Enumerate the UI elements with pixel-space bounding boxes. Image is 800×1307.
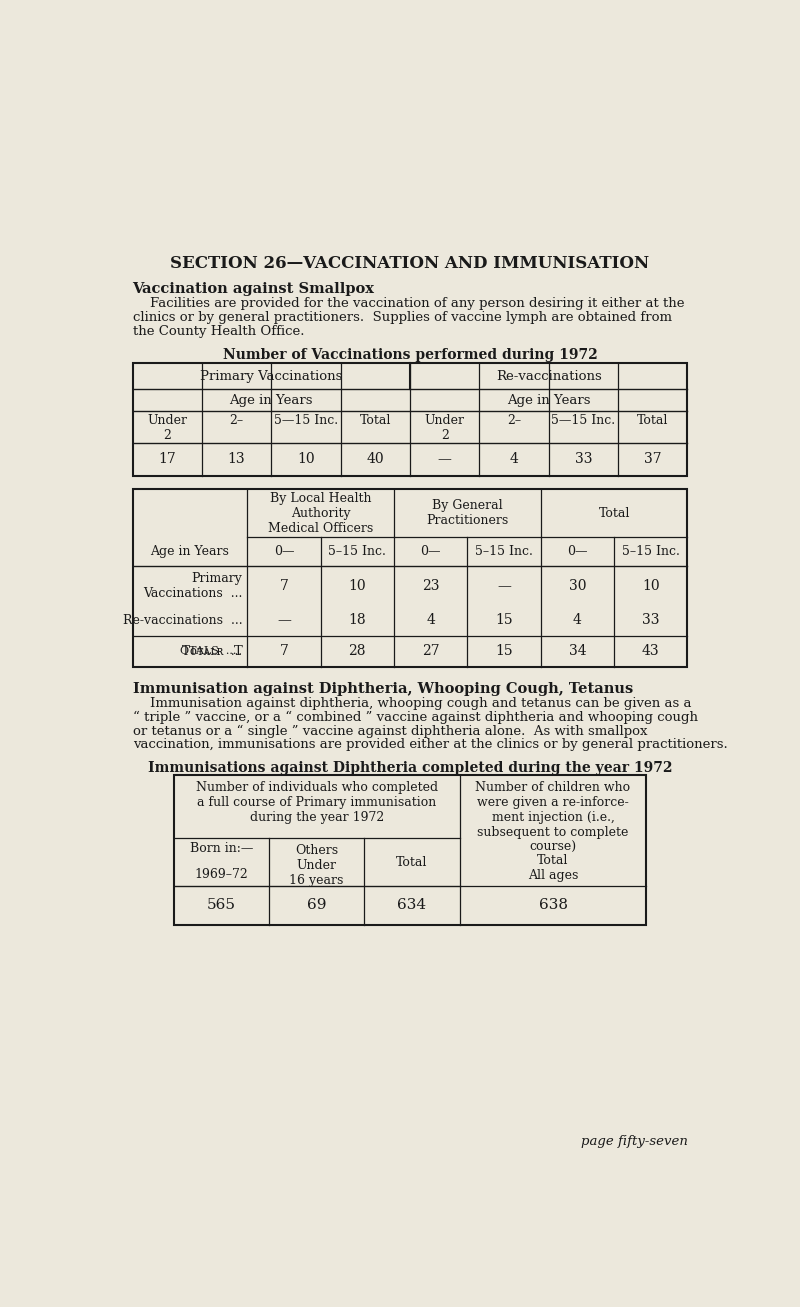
Text: 28: 28	[349, 644, 366, 659]
Bar	[133, 490, 687, 667]
Text: Total: Total	[637, 414, 669, 427]
Text: 4: 4	[426, 613, 435, 627]
Text: 5–15 Inc.: 5–15 Inc.	[622, 545, 680, 558]
Text: 634: 634	[398, 898, 426, 912]
Text: 10: 10	[642, 579, 659, 593]
Text: 34: 34	[569, 644, 586, 659]
Text: 18: 18	[349, 613, 366, 627]
Text: 43: 43	[642, 644, 659, 659]
Text: Total
All ages: Total All ages	[528, 855, 578, 882]
Text: 69: 69	[307, 898, 326, 912]
Text: page fifty-seven: page fifty-seven	[582, 1134, 688, 1148]
Bar	[133, 363, 687, 476]
Text: Re-vaccinations: Re-vaccinations	[496, 370, 602, 383]
Text: Immunisation against diphtheria, whooping cough and tetanus can be given as a: Immunisation against diphtheria, whoopin…	[133, 697, 691, 710]
Text: Immunisation against Diphtheria, Whooping Cough, Tetanus: Immunisation against Diphtheria, Whoopin…	[133, 682, 633, 697]
Text: Born in:—: Born in:—	[190, 842, 253, 855]
Text: Under
2: Under 2	[147, 414, 187, 442]
Text: 23: 23	[422, 579, 439, 593]
Text: 0—: 0—	[421, 545, 441, 558]
Text: 15: 15	[495, 613, 513, 627]
Text: Number of individuals who completed
a full course of Primary immunisation
during: Number of individuals who completed a fu…	[195, 782, 438, 825]
Text: Primary
Vaccinations  ...: Primary Vaccinations ...	[143, 571, 242, 600]
Text: 15: 15	[495, 644, 513, 659]
Text: Age in Years: Age in Years	[150, 545, 230, 558]
Text: 5—15 Inc.: 5—15 Inc.	[274, 414, 338, 427]
Text: Vaccination against Smallpox: Vaccination against Smallpox	[133, 282, 374, 297]
Text: 33: 33	[574, 452, 592, 467]
Text: Age in Years: Age in Years	[507, 393, 590, 406]
Text: Total: Total	[598, 507, 630, 520]
Text: Re-vaccinations  ...: Re-vaccinations ...	[123, 614, 242, 627]
Text: Age in Years: Age in Years	[230, 393, 313, 406]
Text: 17: 17	[158, 452, 176, 467]
Text: 638: 638	[538, 898, 567, 912]
Text: 5—15 Inc.: 5—15 Inc.	[551, 414, 615, 427]
Text: Tᴏᴛᴀʟʀ  ...: Tᴏᴛᴀʟʀ ...	[182, 644, 242, 657]
Text: 37: 37	[644, 452, 662, 467]
Text: 0—: 0—	[274, 545, 294, 558]
Text: —: —	[497, 579, 511, 593]
Text: clinics or by general practitioners.  Supplies of vaccine lymph are obtained fro: clinics or by general practitioners. Sup…	[133, 311, 671, 324]
Text: 40: 40	[366, 452, 384, 467]
Text: 565: 565	[206, 898, 236, 912]
Text: —: —	[438, 452, 452, 467]
Text: 1969–72: 1969–72	[194, 868, 248, 881]
Text: 10: 10	[349, 579, 366, 593]
Text: the County Health Office.: the County Health Office.	[133, 324, 304, 337]
Text: Others
Under
16 years: Others Under 16 years	[290, 844, 344, 887]
Text: 10: 10	[297, 452, 314, 467]
Text: Total: Total	[396, 856, 428, 869]
Text: 2–: 2–	[507, 414, 521, 427]
Text: By Local Health
Authority
Medical Officers: By Local Health Authority Medical Office…	[268, 491, 374, 535]
Text: 27: 27	[422, 644, 439, 659]
Text: 7: 7	[279, 644, 288, 659]
Text: Number of children who
were given a re-inforce-
ment injection (i.e.,
subsequent: Number of children who were given a re-i…	[475, 782, 630, 855]
Text: 0—: 0—	[567, 545, 588, 558]
Text: T: T	[234, 644, 242, 657]
Text: Primary Vaccinations: Primary Vaccinations	[200, 370, 342, 383]
Text: 4: 4	[510, 452, 518, 467]
Text: 7: 7	[279, 579, 288, 593]
Text: or tetanus or a “ single ” vaccine against diphtheria alone.  As with smallpox: or tetanus or a “ single ” vaccine again…	[133, 724, 647, 737]
Text: 13: 13	[228, 452, 246, 467]
Text: —: —	[277, 613, 291, 627]
Text: Under
2: Under 2	[425, 414, 465, 442]
Text: 5–15 Inc.: 5–15 Inc.	[328, 545, 386, 558]
Text: Total: Total	[360, 414, 391, 427]
Text: 33: 33	[642, 613, 659, 627]
Text: vaccination, immunisations are provided either at the clinics or by general prac: vaccination, immunisations are provided …	[133, 738, 727, 752]
Text: OTALS  ...: OTALS ...	[180, 646, 237, 656]
Text: SECTION 26—VACCINATION AND IMMUNISATION: SECTION 26—VACCINATION AND IMMUNISATION	[170, 255, 650, 272]
Text: 4: 4	[573, 613, 582, 627]
Text: 5–15 Inc.: 5–15 Inc.	[475, 545, 533, 558]
Text: 2–: 2–	[230, 414, 244, 427]
Text: Facilities are provided for the vaccination of any person desiring it either at : Facilities are provided for the vaccinat…	[133, 297, 684, 310]
Text: 30: 30	[569, 579, 586, 593]
Bar	[174, 775, 646, 924]
Text: “ triple ” vaccine, or a “ combined ” vaccine against diphtheria and whooping co: “ triple ” vaccine, or a “ combined ” va…	[133, 711, 698, 724]
Text: By General
Practitioners: By General Practitioners	[426, 499, 509, 527]
Text: Number of Vaccinations performed during 1972: Number of Vaccinations performed during …	[222, 348, 598, 362]
Text: Immunisations against Diphtheria completed during the year 1972: Immunisations against Diphtheria complet…	[148, 761, 672, 775]
